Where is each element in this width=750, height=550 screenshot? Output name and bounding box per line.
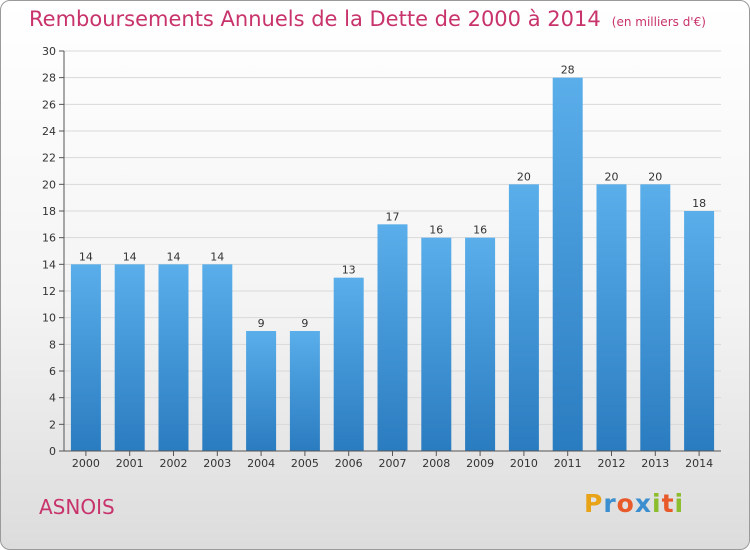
- proxiti-logo: Proxiti: [584, 489, 684, 518]
- y-tick-label: 28: [42, 72, 56, 85]
- data-label: 20: [648, 170, 662, 183]
- x-tick-label: 2007: [379, 457, 407, 470]
- data-label: 13: [342, 264, 356, 277]
- y-tick-label: 6: [49, 365, 56, 378]
- labels: 0246810121416182022242628301420001420011…: [42, 45, 713, 470]
- bar: [508, 184, 539, 452]
- x-tick-label: 2002: [160, 457, 188, 470]
- bar: [596, 184, 627, 452]
- x-tick-label: 2013: [641, 457, 669, 470]
- data-label: 14: [79, 250, 93, 263]
- y-tick-label: 20: [42, 178, 56, 191]
- bar: [246, 331, 277, 451]
- bar: [202, 264, 233, 451]
- data-label: 17: [386, 210, 400, 223]
- y-tick-label: 22: [42, 152, 56, 165]
- data-label: 14: [210, 250, 224, 263]
- bar: [333, 277, 364, 451]
- unit-text: (en milliers d'€): [611, 15, 706, 29]
- data-label: 14: [167, 250, 181, 263]
- data-label: 20: [517, 170, 531, 183]
- data-label: 9: [301, 317, 308, 330]
- logo-letter: P: [584, 489, 604, 518]
- logo-letter: t: [661, 489, 675, 518]
- x-tick-label: 2009: [466, 457, 494, 470]
- x-tick-label: 2004: [247, 457, 275, 470]
- city-name: ASNOIS: [39, 495, 115, 519]
- bar: [640, 184, 671, 452]
- data-label: 16: [429, 224, 443, 237]
- bar: [465, 237, 496, 451]
- x-tick-label: 2008: [422, 457, 450, 470]
- x-tick-label: 2000: [72, 457, 100, 470]
- x-tick-label: 2001: [116, 457, 144, 470]
- bar: [377, 224, 408, 451]
- x-tick-label: 2012: [598, 457, 626, 470]
- chart-title: Remboursements Annuels de la Dette de 20…: [29, 7, 706, 31]
- bar: [421, 237, 452, 451]
- y-tick-label: 2: [49, 418, 56, 431]
- x-tick-label: 2010: [510, 457, 538, 470]
- title-text: Remboursements Annuels de la Dette de 20…: [29, 7, 601, 31]
- y-tick-label: 18: [42, 205, 56, 218]
- bars: [70, 77, 715, 452]
- axes: [59, 50, 721, 456]
- y-tick-label: 24: [42, 125, 56, 138]
- bar: [684, 211, 715, 451]
- data-label: 9: [258, 317, 265, 330]
- bar: [289, 331, 320, 451]
- y-tick-label: 14: [42, 258, 56, 271]
- logo-letter: x: [634, 489, 652, 518]
- data-label: 18: [692, 197, 706, 210]
- logo-letter: i: [652, 489, 662, 518]
- x-tick-label: 2014: [685, 457, 713, 470]
- bar: [552, 77, 583, 452]
- y-tick-label: 16: [42, 232, 56, 245]
- logo-letter: r: [603, 489, 617, 518]
- logo-letter: i: [674, 489, 685, 518]
- x-tick-label: 2006: [335, 457, 363, 470]
- y-tick-label: 30: [42, 45, 56, 58]
- logo-letter: o: [616, 489, 635, 518]
- x-tick-label: 2005: [291, 457, 319, 470]
- x-tick-label: 2003: [203, 457, 231, 470]
- y-tick-label: 8: [49, 338, 56, 351]
- y-tick-label: 4: [49, 392, 56, 405]
- y-tick-label: 0: [49, 445, 56, 458]
- x-tick-label: 2011: [554, 457, 582, 470]
- data-label: 20: [605, 170, 619, 183]
- bar: [158, 264, 189, 451]
- y-tick-label: 10: [42, 312, 56, 325]
- data-label: 16: [473, 224, 487, 237]
- data-label: 14: [123, 250, 137, 263]
- bar: [70, 264, 101, 451]
- bar: [114, 264, 145, 451]
- data-label: 28: [561, 64, 575, 77]
- y-tick-label: 26: [42, 98, 56, 111]
- y-tick-label: 12: [42, 285, 56, 298]
